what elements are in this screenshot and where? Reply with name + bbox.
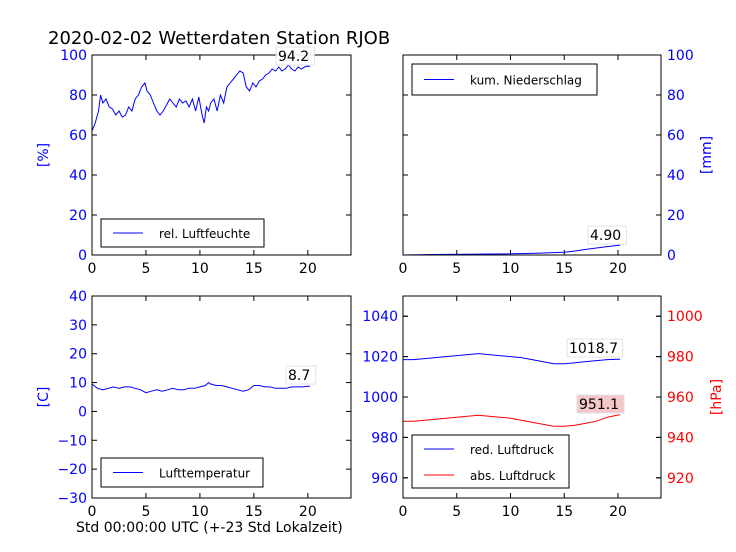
y-tick-label-right: 60 [667, 128, 685, 144]
panel-humidity: 0 5 10 15 20 0 20 40 60 80 100 [%] rel. Luftfeuchte 9… [36, 46, 352, 277]
y-tick-label: 30 [69, 318, 87, 334]
x-tick-label: 15 [245, 504, 263, 520]
x-tick-label: 0 [399, 504, 408, 520]
value-label-box [576, 394, 625, 414]
x-tick-label: 5 [141, 504, 150, 520]
y-tick-label: 980 [371, 430, 398, 446]
legend-box [411, 434, 570, 489]
legend-label: abs. Luftdruck [470, 469, 555, 483]
legend-precipitation: kum. Niederschlag [411, 63, 598, 96]
x-tick-label: 15 [245, 261, 263, 277]
y-tick-label-right: 920 [667, 471, 694, 487]
value-label-box [587, 225, 627, 245]
y-tick-label-right: 80 [667, 88, 685, 104]
y-tick-label: 1040 [362, 309, 398, 325]
x-tick-label: 5 [452, 261, 461, 277]
y-axis-label: [%] [36, 143, 52, 167]
x-tick-label: 20 [299, 504, 317, 520]
legend-pressure: red. Luftdruck abs. Luftdruck [411, 434, 570, 489]
series-line-precipitation-0 [402, 244, 621, 256]
x-tick-label: 10 [502, 261, 520, 277]
x-tick-label: 10 [502, 504, 520, 520]
y-tick-label: 0 [78, 248, 87, 264]
y-tick-label: 80 [69, 88, 87, 104]
y-tick-label: 40 [69, 289, 87, 305]
y-tick-label-right: 960 [667, 390, 694, 406]
value-label-text: 8.7 [288, 368, 310, 384]
y-tick-label: 20 [69, 208, 87, 224]
last-value-label: 951.1 [576, 394, 625, 414]
x-tick-label: 5 [452, 504, 461, 520]
series-line-temperature-0 [91, 381, 310, 394]
y-tick-label-right: 1000 [667, 309, 703, 325]
last-value-label: 4.90 [587, 225, 627, 245]
y-tick-label-right: 940 [667, 430, 694, 446]
x-tick-label: 15 [555, 261, 573, 277]
panel-precipitation: 0 5 10 15 20 0 20 40 60 80 100 [mm] kum. Niederschla… [399, 48, 715, 277]
y-tick-label: 1000 [362, 390, 398, 406]
y-tick-label: −10 [57, 433, 87, 449]
x-tick-label: 0 [88, 504, 97, 520]
x-tick-label: 15 [555, 504, 573, 520]
y-tick-label-right: 980 [667, 350, 694, 366]
plot-frame [402, 295, 662, 499]
x-tick-label: 20 [609, 261, 627, 277]
y-tick-label-right: 20 [667, 208, 685, 224]
y-tick-label-right: 0 [667, 248, 676, 264]
value-label-text: 951.1 [579, 397, 619, 413]
series-line-humidity-0 [91, 64, 311, 132]
y-tick-label-right: 40 [667, 168, 685, 184]
y-axis-label-right: [hPa] [709, 379, 725, 415]
plot-frame [91, 295, 352, 499]
x-tick-label: 0 [399, 261, 408, 277]
y-tick-label: 0 [78, 404, 87, 420]
y-tick-label: 100 [60, 48, 87, 64]
legend-label: red. Luftdruck [470, 443, 554, 457]
panel-temperature: 0 5 10 15 20 −30 −20 −10 0 10 20 30 40 [C] Lufttempera… [36, 289, 352, 520]
x-tick-label: 10 [191, 504, 209, 520]
y-tick-label: 10 [69, 376, 87, 392]
y-tick-label: 1020 [362, 350, 398, 366]
last-value-label: 1018.7 [566, 338, 624, 358]
value-label-text: 4.90 [590, 228, 621, 244]
y-tick-label: 40 [69, 168, 87, 184]
x-tick-label: 5 [141, 261, 150, 277]
legend-temperature: Lufttemperatur [100, 457, 264, 488]
x-tick-label: 20 [299, 261, 317, 277]
value-label-box [566, 338, 624, 358]
plot-frame [91, 54, 352, 256]
y-tick-label: 20 [69, 347, 87, 363]
y-tick-label: 60 [69, 128, 87, 144]
x-tick-label: 0 [88, 261, 97, 277]
last-value-label: 8.7 [285, 365, 317, 385]
legend-label: Lufttemperatur [159, 467, 250, 481]
plot-frame [402, 54, 662, 256]
value-label-text: 94.2 [278, 49, 309, 65]
y-tick-label: −30 [57, 491, 87, 507]
legend-humidity: rel. Luftfeuchte [100, 218, 265, 248]
value-label-text: 1018.7 [569, 341, 618, 357]
last-value-label: 94.2 [275, 46, 315, 66]
value-label-box [285, 365, 317, 385]
panel-pressure: 0 5 10 15 20 960 980 1000 1020 1040 920 940 960 980 10… [362, 295, 725, 520]
x-tick-label: 10 [191, 261, 209, 277]
legend-label: rel. Luftfeuchte [159, 227, 250, 241]
y-tick-label-right: 100 [667, 48, 694, 64]
chart-title: 2020-02-02 Wetterdaten Station RJOB [48, 28, 390, 49]
y-axis-label: [mm] [699, 136, 715, 174]
x-tick-label: 20 [609, 504, 627, 520]
y-axis-label: [C] [36, 387, 52, 408]
legend-label: kum. Niederschlag [470, 74, 582, 88]
y-tick-label: −20 [57, 462, 87, 478]
series-line-pressure-1 [403, 414, 621, 427]
series-line-pressure-0 [403, 353, 621, 365]
x-axis-label: Std 00:00:00 UTC (+-23 Std Lokalzeit) [76, 520, 343, 536]
value-label-box [275, 46, 315, 66]
y-tick-label: 960 [371, 471, 398, 487]
